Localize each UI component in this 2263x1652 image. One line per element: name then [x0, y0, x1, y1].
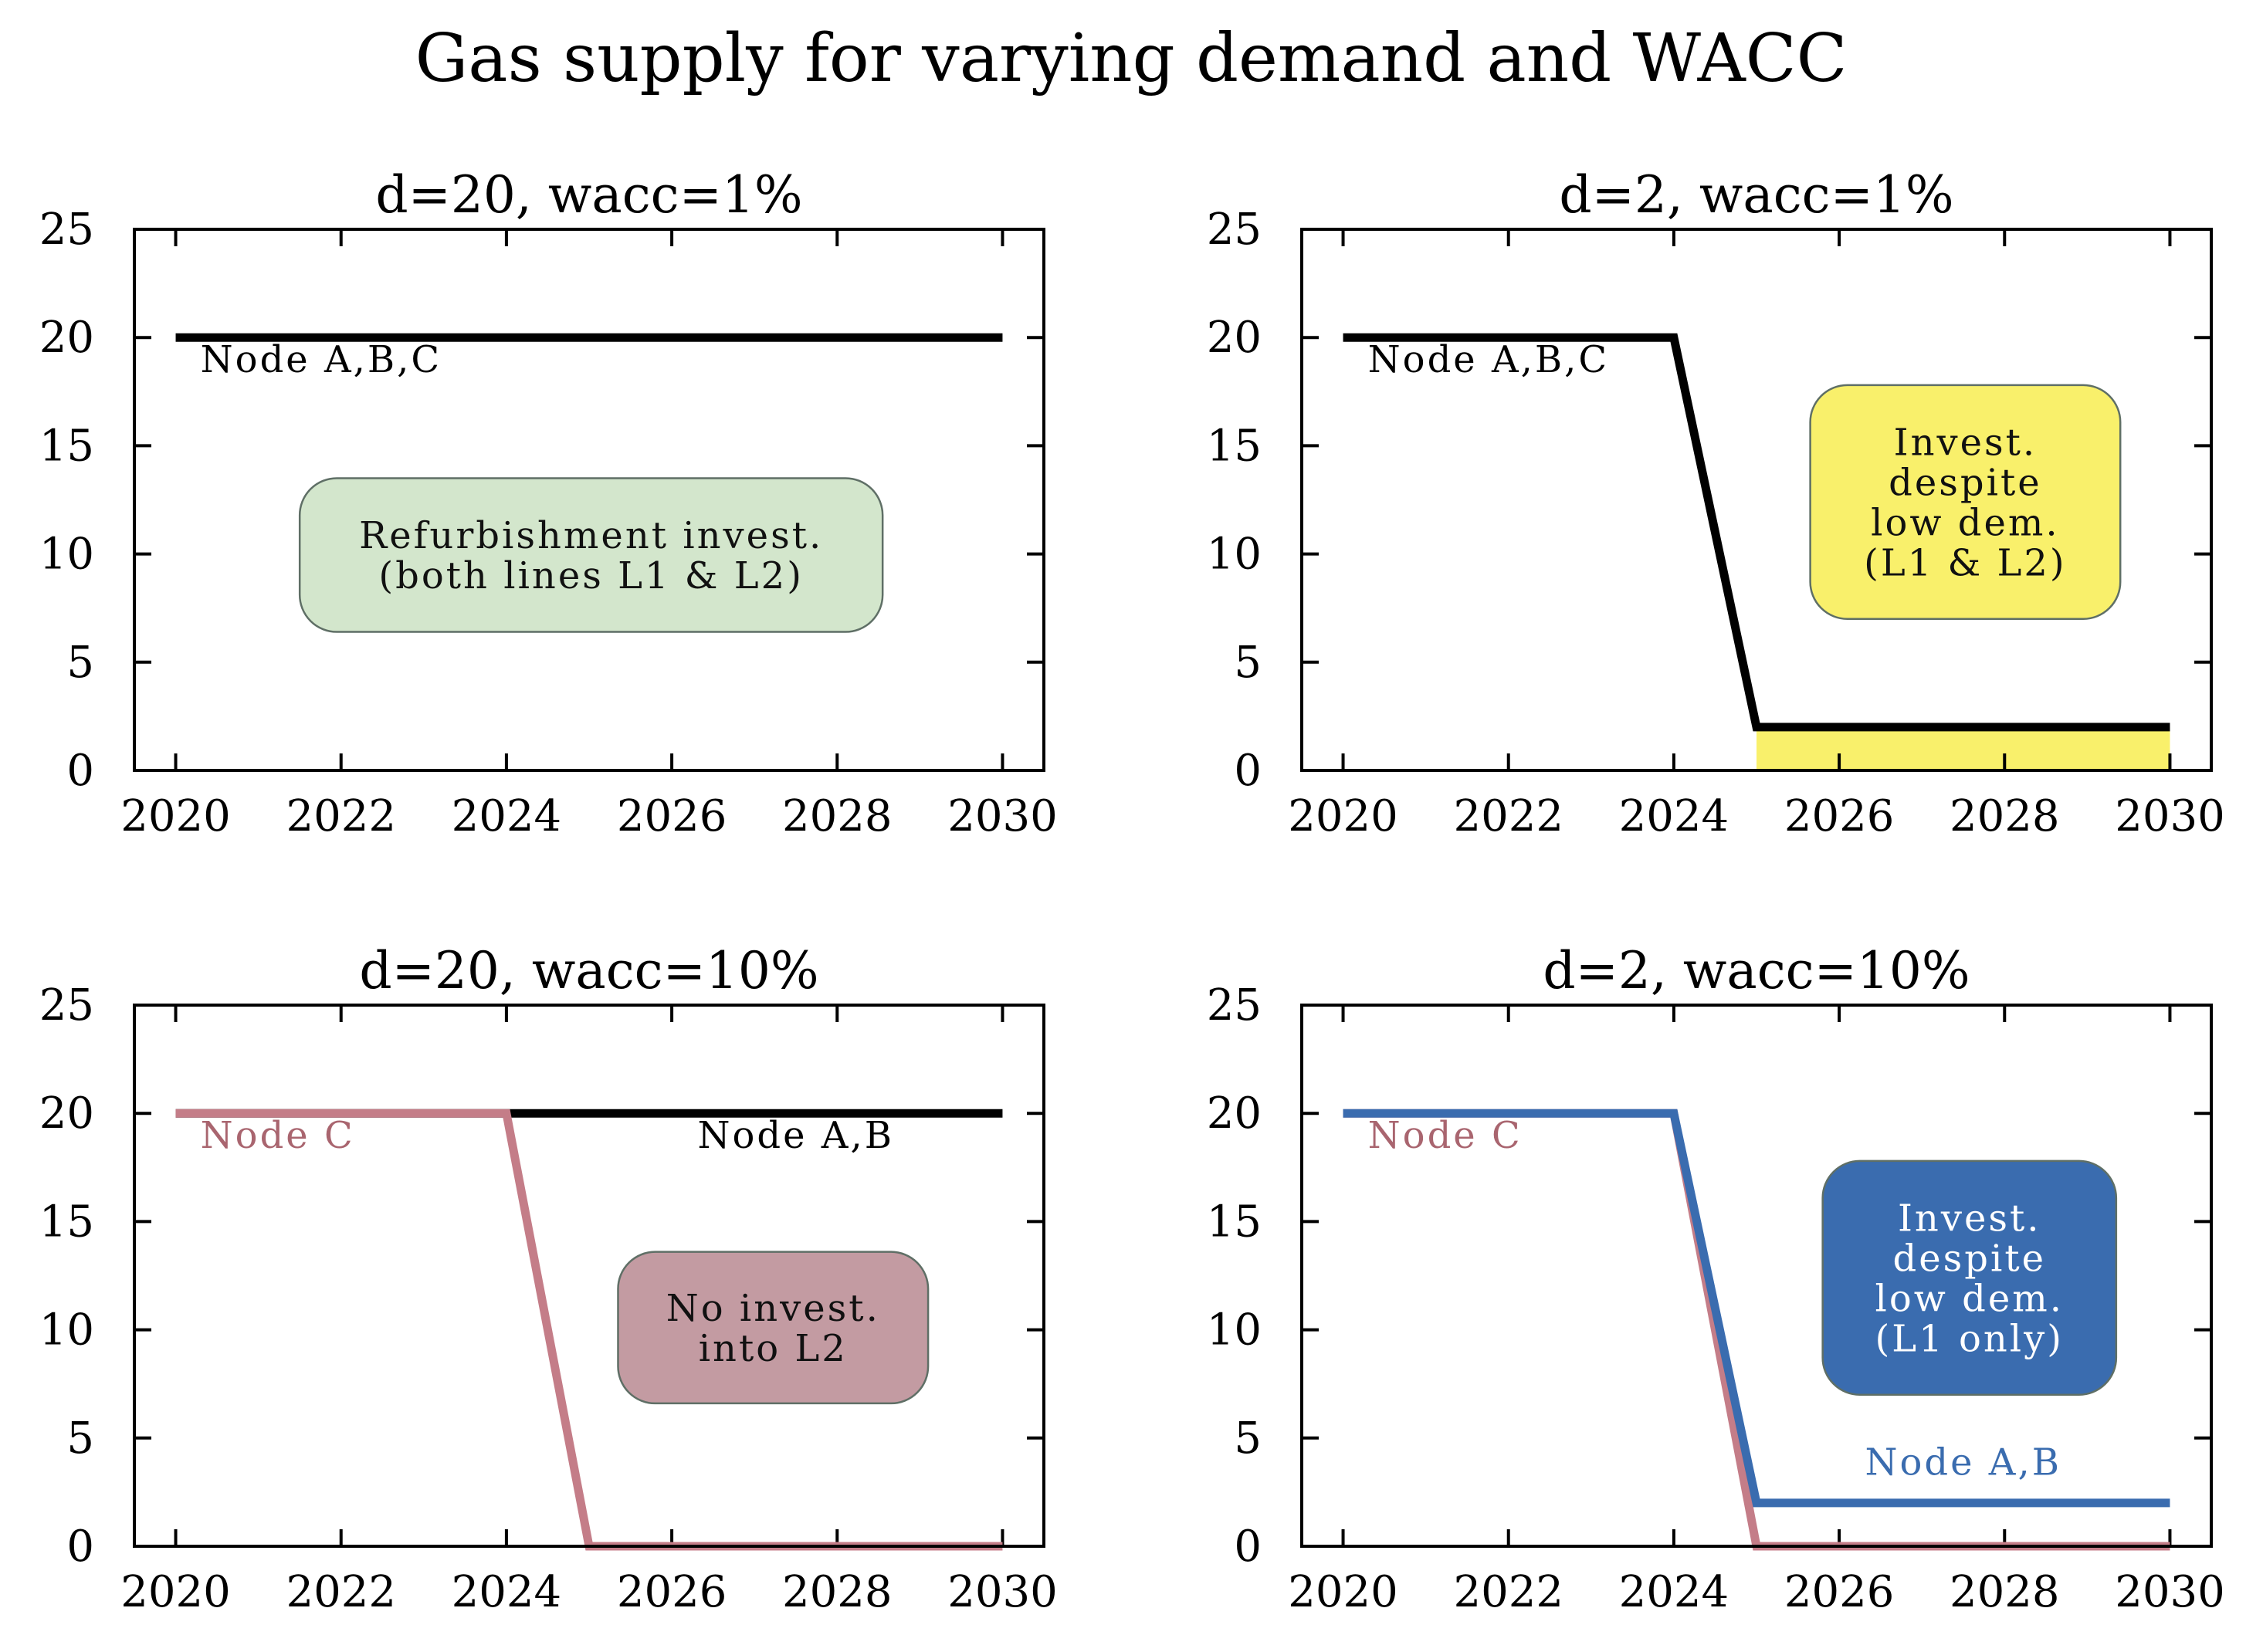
annotation-text: despite [1889, 461, 2042, 504]
x-tick-label: 2024 [1619, 1567, 1729, 1617]
series-line-1 [1343, 333, 2170, 732]
chart-panel-1: d=20, wacc=1% 2020 2022 2024 2026 2028 2030 0 5 1… [39, 165, 1058, 841]
panel-title: d=2, wacc=1% [1559, 165, 1953, 225]
annotation-text: (L1 only) [1875, 1317, 2064, 1360]
x-tick-label: 2030 [947, 1567, 1058, 1617]
x-tick-label: 2022 [286, 791, 396, 841]
annotation-text: low dem. [1875, 1277, 2065, 1320]
figure-title: Gas supply for varying demand and WACC [415, 20, 1848, 97]
y-tick-label: 25 [39, 205, 94, 255]
annotation-box [1809, 384, 2122, 620]
y-tick-label: 20 [1207, 313, 1262, 363]
y-tick-label: 5 [1234, 1413, 1262, 1464]
x-tick-label: 2020 [120, 791, 231, 841]
x-tick-label: 2028 [782, 791, 893, 841]
y-tick-label: 5 [66, 638, 94, 688]
x-tick-label: 2022 [1453, 791, 1563, 841]
plot-frame [1300, 1004, 2213, 1548]
line-label: Node A,B [1865, 1440, 2061, 1484]
y-tick-label: 25 [39, 980, 94, 1031]
y-tick-label: 15 [1207, 421, 1262, 471]
x-tick-label: 2024 [452, 791, 562, 841]
y-tick-label: 15 [39, 421, 94, 471]
panel-title: d=20, wacc=1% [375, 165, 802, 225]
plot-frame [133, 1004, 1045, 1548]
panels: d=20, wacc=1%2020 2022 2024 2026 2028 2030051… [39, 165, 2225, 1617]
plot-frame [133, 228, 1045, 772]
y-tick-label: 15 [1207, 1197, 1262, 1247]
x-tick-label: 2028 [1950, 791, 2060, 841]
y-tick-label: 15 [39, 1197, 94, 1247]
line-label: Node A,B,C [201, 338, 442, 381]
y-tick-label: 5 [66, 1413, 94, 1464]
annotation-text: (L1 & L2) [1864, 541, 2067, 584]
y-tick-label: 0 [1234, 746, 1262, 796]
annotation-text: Invest. [1898, 1197, 2041, 1240]
annotation-text: low dem. [1871, 501, 2060, 544]
y-tick-label: 0 [66, 746, 94, 796]
y-tick-label: 0 [66, 1522, 94, 1572]
y-tick-label: 5 [1234, 638, 1262, 688]
line-label: Node C [201, 1114, 355, 1157]
series-line-2 [1343, 1109, 2170, 1508]
y-tick-label: 10 [39, 530, 94, 580]
x-tick-label: 2026 [1784, 1567, 1895, 1617]
line-label: Node A,B,C [1368, 338, 1609, 381]
annotation-text: despite [1892, 1237, 2046, 1280]
y-tick-label: 10 [1207, 1305, 1262, 1356]
y-tick-label: 0 [1234, 1522, 1262, 1572]
y-tick-label: 10 [39, 1305, 94, 1356]
panel-title: d=2, wacc=10% [1543, 941, 1970, 1000]
panel-title: d=20, wacc=10% [359, 941, 818, 1000]
annotation-text: Refurbishment invest. [359, 514, 823, 557]
x-tick-label: 2026 [617, 1567, 727, 1617]
x-tick-label: 2020 [1288, 791, 1398, 841]
x-tick-label: 2024 [1619, 791, 1729, 841]
annotation-text: Invest. [1894, 421, 2038, 464]
x-tick-label: 2026 [617, 791, 727, 841]
x-tick-label: 2030 [2115, 1567, 2225, 1617]
x-tick-label: 2022 [1453, 1567, 1563, 1617]
annotation-box [298, 477, 884, 633]
y-tick-label: 20 [39, 1088, 94, 1139]
shaded-area [1757, 726, 2170, 770]
line-label: Node A,B [697, 1114, 893, 1157]
x-tick-label: 2030 [2115, 791, 2225, 841]
annotation-box [617, 1251, 930, 1405]
x-tick-label: 2026 [1784, 791, 1895, 841]
y-tick-label: 25 [1207, 980, 1262, 1031]
x-tick-label: 2028 [1950, 1567, 2060, 1617]
y-tick-label: 20 [39, 313, 94, 363]
annotation-text: into L2 [699, 1327, 848, 1370]
x-tick-label: 2028 [782, 1567, 893, 1617]
line-label: Node C [1368, 1114, 1523, 1157]
annotation-box [1821, 1159, 2118, 1396]
y-tick-label: 25 [1207, 205, 1262, 255]
annotation-text: No invest. [666, 1287, 880, 1330]
x-tick-label: 2022 [286, 1567, 396, 1617]
chart-panel-3: d=20, wacc=10% 2020 2022 2024 2026 2028 2030 0 5… [39, 941, 1058, 1617]
chart-panel-2: d=2, wacc=1% 2020 2022 2024 2026 2028 2030 0 5 10… [1207, 165, 2225, 841]
chart-panel-4: d=2, wacc=10% 2020 2022 2024 2026 2028 2030 0 5 1… [1207, 941, 2225, 1617]
y-tick-label: 10 [1207, 530, 1262, 580]
x-tick-label: 2020 [120, 1567, 231, 1617]
annotation-text: (both lines L1 & L2) [378, 554, 804, 597]
x-tick-label: 2024 [452, 1567, 562, 1617]
plot-frame [1300, 228, 2213, 772]
y-tick-label: 20 [1207, 1088, 1262, 1139]
x-tick-label: 2030 [947, 791, 1058, 841]
x-tick-label: 2020 [1288, 1567, 1398, 1617]
